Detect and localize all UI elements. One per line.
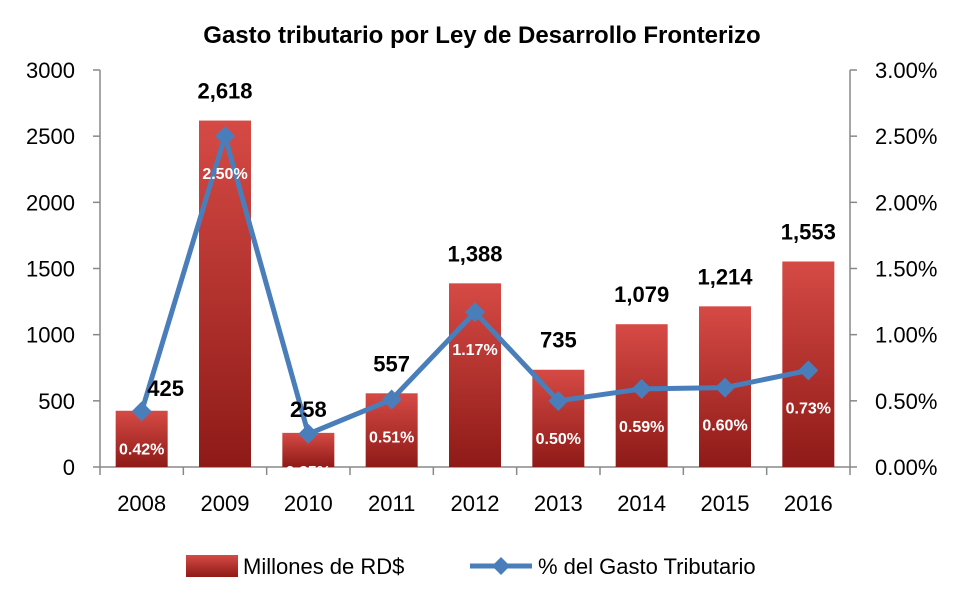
x-tick-label: 2013 (534, 491, 583, 516)
axes: 0 500 1000 1500 2000 2500 3000 0.00% 0.50% 1.00% 1… (26, 58, 937, 516)
line-point-diamond (465, 302, 485, 323)
line-value-label: 0.50% (536, 431, 581, 448)
line-value-label: 0.60% (702, 418, 747, 435)
line-point-diamond (131, 401, 152, 422)
legend-label-line: % del Gasto Tributario (538, 554, 756, 579)
y-left-tick-label: 500 (38, 389, 75, 414)
legend: Millones de RD$ % del Gasto Tributario (186, 554, 756, 579)
line-point-diamond (381, 389, 402, 410)
line-value-label: 0.73% (786, 400, 831, 417)
bar-value-label: 1,079 (614, 282, 669, 307)
legend-label-bars: Millones de RD$ (243, 554, 404, 579)
bar-value-label: 1,553 (781, 219, 836, 244)
bar (199, 120, 251, 467)
y-right-tick-label: 1.00% (875, 323, 937, 348)
data-labels: 425 2,618 258 557 1,388 735 1,079 1,214 1,553 0.4… (119, 79, 836, 481)
y-right-tick-label: 0.00% (875, 455, 937, 480)
y-right-tick-label: 3.00% (875, 58, 937, 83)
y-left-tick-label: 0 (63, 455, 75, 480)
line-point-diamond (715, 377, 735, 398)
line-point-diamond (298, 423, 319, 444)
y-left-tick-label: 2500 (26, 124, 75, 149)
x-tick-label: 2015 (701, 491, 750, 516)
line-value-label: 0.42% (119, 441, 164, 458)
bar-value-label: 1,214 (697, 264, 753, 289)
chart-title: Gasto tributario por Ley de Desarrollo F… (203, 22, 760, 49)
line-value-label: 2.50% (202, 166, 247, 183)
x-tick-label: 2014 (617, 491, 666, 516)
line-series (131, 126, 819, 444)
bar-value-label: 258 (290, 397, 327, 422)
y-left-tick-label: 1000 (26, 323, 75, 348)
x-tick-label: 2011 (368, 491, 415, 516)
bar-series (115, 120, 835, 467)
y-right-tick-label: 0.50% (875, 389, 937, 414)
legend-marker-diamond-icon (492, 557, 510, 575)
y-left-tick-label: 2000 (26, 190, 75, 215)
x-tick-label: 2016 (784, 491, 833, 516)
bar-value-label: 2,618 (197, 79, 252, 104)
y-left-tick-label: 1500 (26, 257, 75, 282)
line-point-diamond (798, 360, 819, 381)
y-left-tick-label: 3000 (26, 58, 75, 83)
line-point-diamond (215, 126, 235, 147)
line-value-label: 1.17% (452, 342, 497, 359)
x-tick-label: 2010 (284, 491, 333, 516)
x-tick-label: 2008 (117, 491, 166, 516)
bar-value-label: 1,388 (447, 241, 502, 266)
bar-value-label: 557 (373, 351, 410, 376)
y-right-tick-label: 1.50% (875, 257, 937, 282)
bar-value-label: 425 (147, 376, 184, 401)
line-value-label: 0.59% (619, 419, 664, 436)
legend-swatch-bars (186, 555, 238, 577)
y-right-tick-label: 2.50% (875, 124, 937, 149)
x-tick-label: 2012 (451, 491, 500, 516)
bar-value-label: 735 (540, 328, 577, 353)
line-value-label: 0.25% (286, 464, 331, 481)
y-right-tick-label: 2.00% (875, 190, 937, 215)
line-value-label: 0.51% (369, 430, 414, 447)
line-point-diamond (548, 390, 569, 411)
line-point-diamond (631, 378, 652, 399)
x-tick-label: 2009 (201, 491, 250, 516)
